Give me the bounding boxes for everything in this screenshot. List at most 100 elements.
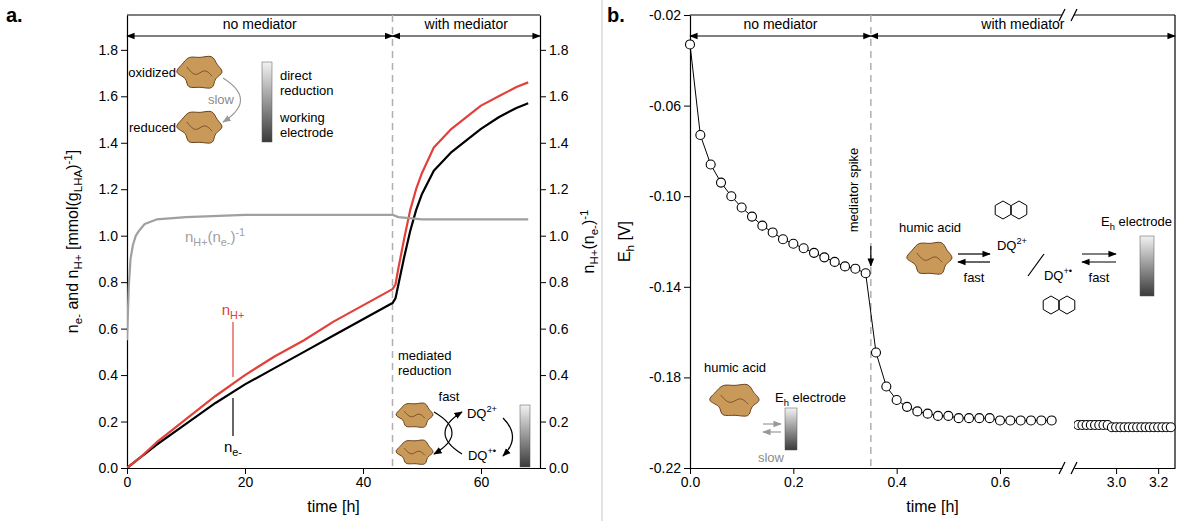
tick-label: -0.22 — [649, 460, 681, 476]
text-line: reduction — [398, 363, 451, 378]
annotation: direct reduction — [280, 68, 333, 98]
text-part: [V] — [616, 221, 633, 245]
panel-letter: a. — [6, 4, 23, 26]
series-line — [127, 82, 528, 468]
arrow — [503, 418, 513, 456]
data-point — [1016, 416, 1025, 425]
tick: 3.0 — [1107, 468, 1127, 490]
annotation: DQ2+ — [997, 236, 1027, 253]
axis-line — [1075, 468, 1176, 469]
slash — [1028, 254, 1044, 276]
tick-mark — [540, 468, 546, 469]
tick-mark — [540, 375, 546, 376]
tick-label: -0.06 — [649, 98, 681, 114]
annotation: fast — [1089, 270, 1110, 285]
tick: 3.2 — [1149, 468, 1169, 490]
molecule-ring — [1043, 296, 1059, 314]
tick: 0.2 — [540, 414, 569, 430]
axis-title: ne- and nH+ [mmol(gLHA)-1] — [62, 150, 84, 333]
tick-label: 0.6 — [991, 474, 1011, 490]
tick: 0.8 — [540, 274, 569, 290]
annotation: slow — [758, 450, 785, 465]
data-point — [1037, 416, 1046, 425]
tick-label: -0.18 — [649, 369, 681, 385]
text-part: a. — [6, 4, 23, 26]
tick-label: 0.0 — [549, 460, 569, 476]
marker-area — [1074, 420, 1175, 431]
molecule-ring — [1011, 201, 1027, 219]
data-point — [965, 414, 974, 423]
humic-acid — [396, 440, 433, 464]
humic-acid — [710, 384, 759, 416]
text-part: e- — [221, 236, 231, 248]
tick-label: 0.6 — [549, 321, 569, 337]
annotation: with mediator — [980, 16, 1065, 32]
tick: 0 — [124, 468, 132, 490]
tick: 0.6 — [99, 321, 127, 337]
tick-mark — [121, 96, 127, 97]
tick-mark — [684, 287, 690, 288]
tick-mark — [540, 236, 546, 237]
text-part: with mediator — [424, 16, 509, 32]
electrode — [785, 408, 797, 450]
tick: 1.2 — [540, 181, 569, 197]
annotation: Eh electrode — [1101, 214, 1172, 232]
humic-acid — [177, 111, 222, 143]
tick: -0.22 — [649, 460, 690, 476]
annotation: fast — [439, 389, 460, 404]
humic-acid-strand — [187, 122, 212, 131]
arrow — [445, 412, 462, 454]
tick: 1.4 — [540, 135, 569, 151]
tick-label: 1.4 — [549, 135, 569, 151]
tick-mark — [121, 468, 127, 469]
tick-label: 20 — [238, 474, 254, 490]
range-arrow — [393, 35, 541, 36]
panel-a: a.02040600.00.20.40.60.81.01.21.41.61.80… — [6, 4, 600, 515]
axis: 0.00.20.40.60.81.01.21.41.61.8 — [99, 16, 128, 476]
tick: -0.06 — [649, 98, 690, 114]
text-part: n — [185, 228, 193, 245]
tick: 1.0 — [540, 228, 569, 244]
tick: 1.8 — [540, 42, 569, 58]
annotation: Eh electrode — [775, 390, 846, 408]
data-point — [686, 40, 695, 49]
text-part: (n — [207, 228, 220, 245]
text-part: reduced — [129, 120, 176, 135]
tick: 0.2 — [99, 414, 127, 430]
tick: -0.14 — [649, 279, 690, 295]
data-point — [892, 396, 901, 405]
scheme — [177, 56, 530, 467]
tick: 0.6 — [991, 468, 1011, 490]
text-line: mediated — [398, 348, 455, 363]
tick-label: 0.2 — [549, 414, 569, 430]
axis-line — [690, 16, 691, 469]
electrode — [262, 62, 272, 142]
text-part: 2+ — [1016, 236, 1027, 246]
tick: 0.6 — [540, 321, 569, 337]
tick-mark — [540, 50, 546, 51]
figure: a.02040600.00.20.40.60.81.01.21.41.61.80… — [0, 0, 1187, 521]
text-part: E — [775, 390, 784, 405]
data-point — [727, 192, 736, 201]
text-part: electrode — [789, 390, 846, 405]
arrow — [763, 431, 781, 432]
tick: 1.6 — [540, 88, 569, 104]
annotation: mediated reduction — [398, 348, 455, 378]
text-part: b. — [607, 4, 625, 26]
humic-acid-strand — [187, 67, 212, 76]
tick-mark — [684, 15, 690, 16]
data-point — [975, 414, 984, 423]
tick-mark — [684, 196, 690, 197]
frame — [1174, 15, 1175, 468]
annotation: working electrode — [279, 110, 333, 140]
arrow — [1082, 261, 1116, 262]
data-point — [1006, 416, 1015, 425]
data-point — [923, 409, 932, 418]
text-part: DQ — [997, 238, 1017, 253]
data-point — [944, 411, 953, 420]
arrow — [434, 412, 452, 454]
data-point — [985, 414, 994, 423]
panel-b: b.0.00.20.40.63.03.2-0.02-0.06-0.10-0.14… — [607, 4, 1176, 515]
tick: 40 — [356, 468, 372, 490]
tick-label: 1.2 — [99, 181, 119, 197]
